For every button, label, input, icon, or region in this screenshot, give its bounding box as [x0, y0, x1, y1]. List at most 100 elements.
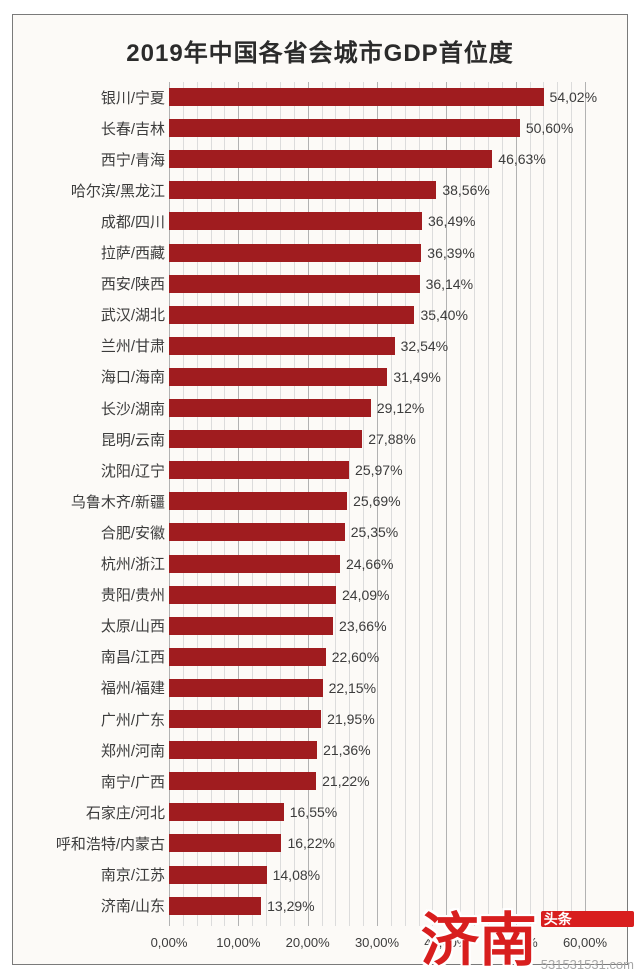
category-label: 合肥/安徽: [35, 522, 165, 543]
category-label: 呼和浩特/内蒙古: [35, 833, 165, 854]
bar: [169, 897, 261, 915]
category-label: 西安/陕西: [35, 273, 165, 294]
x-tick-label: 50,00%: [494, 935, 538, 950]
category-label: 海口/海南: [35, 366, 165, 387]
category-label: 长春/吉林: [35, 118, 165, 139]
canvas: 2019年中国各省会城市GDP首位度 0,00%10,00%20,00%30,0…: [0, 0, 640, 975]
bar-row: 贵阳/贵州24,09%: [169, 586, 585, 604]
category-label: 广州/广东: [35, 709, 165, 730]
category-label: 银川/宁夏: [35, 87, 165, 108]
bar-row: 杭州/浙江24,66%: [169, 555, 585, 573]
bar-row: 南京/江苏14,08%: [169, 866, 585, 884]
value-label: 27,88%: [368, 431, 415, 447]
bar: [169, 212, 422, 230]
bar-row: 西宁/青海46,63%: [169, 150, 585, 168]
bar: [169, 617, 333, 635]
x-tick-label: 60,00%: [563, 935, 607, 950]
bar-row: 乌鲁木齐/新疆25,69%: [169, 492, 585, 510]
x-tick-label: 10,00%: [216, 935, 260, 950]
bar: [169, 181, 436, 199]
value-label: 23,66%: [339, 618, 386, 634]
bar: [169, 461, 349, 479]
bar-row: 沈阳/辽宁25,97%: [169, 461, 585, 479]
value-label: 54,02%: [550, 89, 597, 105]
category-label: 拉萨/西藏: [35, 242, 165, 263]
bar: [169, 275, 420, 293]
bar: [169, 586, 336, 604]
bar-row: 兰州/甘肃32,54%: [169, 337, 585, 355]
bar-row: 武汉/湖北35,40%: [169, 306, 585, 324]
bar-row: 太原/山西23,66%: [169, 617, 585, 635]
grid-line: [585, 82, 586, 926]
category-label: 南京/江苏: [35, 864, 165, 885]
bar-row: 西安/陕西36,14%: [169, 275, 585, 293]
category-label: 成都/四川: [35, 211, 165, 232]
bar: [169, 772, 316, 790]
bar-row: 成都/四川36,49%: [169, 212, 585, 230]
bar-row: 银川/宁夏54,02%: [169, 88, 585, 106]
value-label: 29,12%: [377, 400, 424, 416]
bar: [169, 648, 326, 666]
bar: [169, 337, 395, 355]
bar-row: 呼和浩特/内蒙古16,22%: [169, 834, 585, 852]
value-label: 21,95%: [327, 711, 374, 727]
value-label: 16,55%: [290, 804, 337, 820]
value-label: 32,54%: [401, 338, 448, 354]
bar-row: 长春/吉林50,60%: [169, 119, 585, 137]
value-label: 36,39%: [427, 245, 474, 261]
bar-row: 拉萨/西藏36,39%: [169, 244, 585, 262]
bar-row: 郑州/河南21,36%: [169, 741, 585, 759]
value-label: 25,69%: [353, 493, 400, 509]
bar-row: 济南/山东13,29%: [169, 897, 585, 915]
category-label: 济南/山东: [35, 895, 165, 916]
bar-row: 海口/海南31,49%: [169, 368, 585, 386]
plot-inner: 0,00%10,00%20,00%30,00%40,00%50,00%60,00…: [169, 82, 585, 926]
bar: [169, 430, 362, 448]
bar-row: 长沙/湖南29,12%: [169, 399, 585, 417]
category-label: 西宁/青海: [35, 149, 165, 170]
category-label: 哈尔滨/黑龙江: [35, 180, 165, 201]
bar: [169, 150, 492, 168]
x-tick-label: 30,00%: [355, 935, 399, 950]
value-label: 21,22%: [322, 773, 369, 789]
chart-frame: 2019年中国各省会城市GDP首位度 0,00%10,00%20,00%30,0…: [12, 14, 628, 965]
bar: [169, 306, 414, 324]
x-tick-label: 0,00%: [151, 935, 188, 950]
value-label: 25,97%: [355, 462, 402, 478]
bar: [169, 368, 387, 386]
category-label: 福州/福建: [35, 677, 165, 698]
value-label: 24,66%: [346, 556, 393, 572]
x-tick-label: 40,00%: [424, 935, 468, 950]
bar-row: 昆明/云南27,88%: [169, 430, 585, 448]
value-label: 22,15%: [329, 680, 376, 696]
value-label: 36,49%: [428, 213, 475, 229]
bar: [169, 866, 267, 884]
bar: [169, 555, 340, 573]
category-label: 郑州/河南: [35, 740, 165, 761]
bar: [169, 679, 323, 697]
category-label: 沈阳/辽宁: [35, 460, 165, 481]
category-label: 乌鲁木齐/新疆: [35, 491, 165, 512]
category-label: 兰州/甘肃: [35, 335, 165, 356]
chart-title: 2019年中国各省会城市GDP首位度: [41, 33, 599, 68]
category-label: 南昌/江西: [35, 646, 165, 667]
value-label: 35,40%: [420, 307, 467, 323]
bar: [169, 523, 345, 541]
bar: [169, 244, 421, 262]
x-tick-label: 20,00%: [286, 935, 330, 950]
bar-row: 福州/福建22,15%: [169, 679, 585, 697]
value-label: 21,36%: [323, 742, 370, 758]
category-label: 长沙/湖南: [35, 398, 165, 419]
value-label: 25,35%: [351, 524, 398, 540]
value-label: 46,63%: [498, 151, 545, 167]
category-label: 杭州/浙江: [35, 553, 165, 574]
value-label: 24,09%: [342, 587, 389, 603]
value-label: 31,49%: [393, 369, 440, 385]
bar: [169, 803, 284, 821]
bar: [169, 88, 544, 106]
category-label: 南宁/广西: [35, 771, 165, 792]
value-label: 50,60%: [526, 120, 573, 136]
value-label: 36,14%: [426, 276, 473, 292]
bar-row: 广州/广东21,95%: [169, 710, 585, 728]
bar-row: 南宁/广西21,22%: [169, 772, 585, 790]
